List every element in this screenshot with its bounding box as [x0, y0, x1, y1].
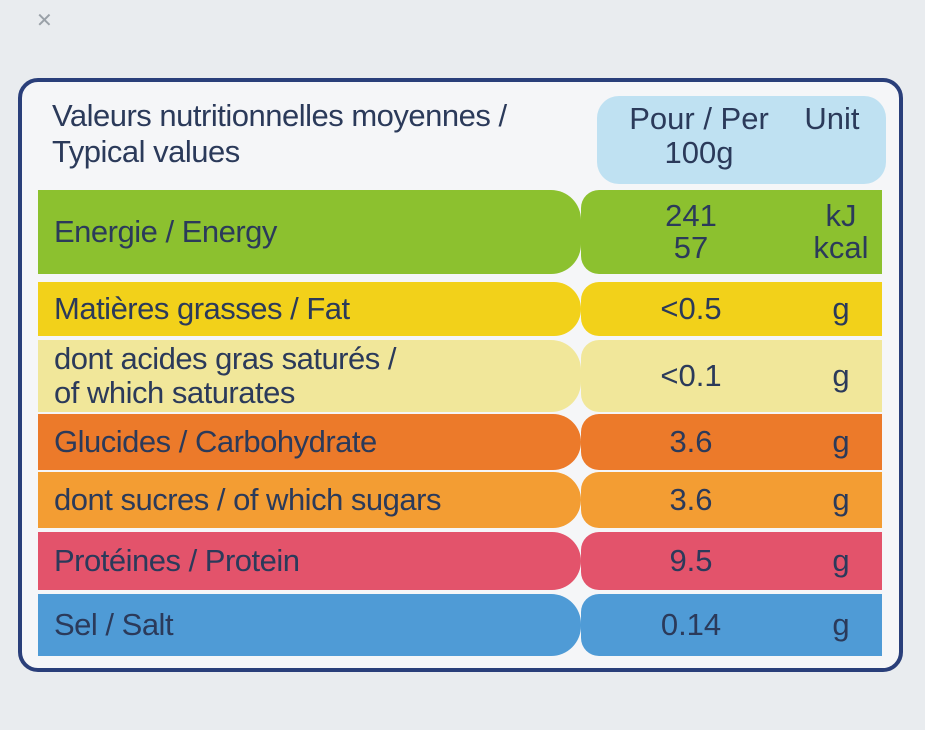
nutrient-value: <0.1 — [581, 340, 801, 412]
column-header-pill: Pour / Per 100g Unit — [597, 96, 886, 184]
nutrient-row: 9.5 g Protéines / Protein — [38, 532, 882, 590]
nutrient-name-line: Protéines / Protein — [54, 543, 300, 578]
title-line-english: Typical values — [52, 134, 240, 169]
nutrient-row: 3.6 g dont sucres / of which sugars — [38, 472, 882, 528]
nutrient-value: 3.6 — [581, 472, 801, 528]
nutrient-unit: g — [806, 340, 876, 412]
nutrient-value-line: 0.14 — [660, 607, 722, 642]
nutrient-name-line: of which saturates — [54, 375, 295, 410]
nutrient-unit-line: g — [832, 482, 850, 517]
title-line-french: Valeurs nutritionnelles moyennes / — [52, 98, 507, 133]
nutrient-unit-line: g — [832, 424, 850, 459]
nutrient-unit-line: kcal — [813, 230, 869, 265]
nutrient-values-band: 241 57 kJ kcal — [581, 190, 882, 274]
nutrient-unit-line: g — [832, 543, 850, 578]
unit-column-header: Unit — [804, 101, 860, 136]
background-scratch-mark: ✕ — [36, 10, 53, 32]
nutrient-value-line: 3.6 — [669, 482, 713, 517]
nutrient-name: Protéines / Protein — [38, 532, 581, 590]
nutrient-values-band: <0.1 g — [581, 340, 882, 412]
nutrient-row: 0.14 g Sel / Salt — [38, 594, 882, 656]
nutrient-row: <0.1 g dont acides gras saturés / of which … — [38, 340, 882, 412]
nutrient-name: Matières grasses / Fat — [38, 282, 581, 336]
nutrient-value-line: 241 — [665, 198, 717, 233]
nutrient-name-line: dont acides gras saturés / — [54, 341, 396, 376]
nutrient-name: Energie / Energy — [38, 190, 581, 274]
nutrient-value-line: 3.6 — [669, 424, 713, 459]
nutrient-row: 3.6 g Glucides / Carbohydrate — [38, 414, 882, 470]
nutrient-unit-line: g — [832, 358, 850, 393]
nutrient-unit: g — [806, 532, 876, 590]
nutrient-values-band: 9.5 g — [581, 532, 882, 590]
nutrient-unit: g — [806, 472, 876, 528]
nutrient-value: 9.5 — [581, 532, 801, 590]
per-column-header: Pour / Per 100g — [619, 102, 779, 170]
nutrient-name: Sel / Salt — [38, 594, 581, 656]
nutrient-value-line: 57 — [673, 230, 709, 265]
nutrient-value-line: <0.5 — [660, 291, 722, 326]
nutrient-values-band: 0.14 g — [581, 594, 882, 656]
nutrient-name-line: Sel / Salt — [54, 607, 174, 642]
nutrient-values-band: 3.6 g — [581, 472, 882, 528]
nutrient-unit: g — [806, 414, 876, 470]
nutrient-unit-line: g — [832, 607, 850, 642]
nutrient-unit: g — [806, 594, 876, 656]
nutrient-unit: kJ kcal — [806, 190, 876, 274]
nutrient-value: <0.5 — [581, 282, 801, 336]
nutrient-name-line: Glucides / Carbohydrate — [54, 424, 377, 459]
nutrient-values-band: 3.6 g — [581, 414, 882, 470]
nutrient-value-line: 9.5 — [669, 543, 713, 578]
nutrient-value: 3.6 — [581, 414, 801, 470]
nutrient-unit-line: kJ — [825, 198, 857, 233]
nutrient-name-line: Energie / Energy — [54, 214, 277, 249]
nutrient-name: dont acides gras saturés / of which satur… — [38, 340, 581, 412]
nutrient-name: Glucides / Carbohydrate — [38, 414, 581, 470]
table-title: Valeurs nutritionnelles moyennes / Typic… — [52, 98, 592, 170]
nutrient-name-line: Matières grasses / Fat — [54, 291, 350, 326]
nutrient-unit: g — [806, 282, 876, 336]
nutrient-name-line: dont sucres / of which sugars — [54, 482, 441, 517]
nutrient-row: 241 57 kJ kcal Energie / Energy — [38, 190, 882, 274]
nutrient-value: 0.14 — [581, 594, 801, 656]
nutrient-value: 241 57 — [581, 190, 801, 274]
nutrient-name: dont sucres / of which sugars — [38, 472, 581, 528]
nutrient-value-line: <0.1 — [660, 358, 722, 393]
nutrient-unit-line: g — [832, 291, 850, 326]
nutrient-row: <0.5 g Matières grasses / Fat — [38, 282, 882, 336]
nutrient-values-band: <0.5 g — [581, 282, 882, 336]
per-header-line2: 100g — [664, 135, 734, 170]
per-header-line1: Pour / Per — [629, 101, 769, 136]
